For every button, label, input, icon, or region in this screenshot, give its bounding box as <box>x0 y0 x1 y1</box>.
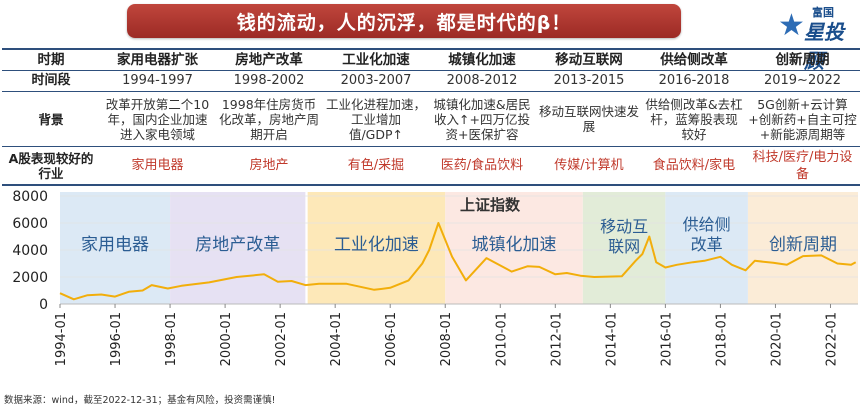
period-label: 联网 <box>608 237 640 256</box>
industry-cell: 家用电器 <box>100 146 215 186</box>
x-tick-label: 2018-01 <box>714 312 729 366</box>
x-tick-label: 2002-01 <box>274 312 289 366</box>
industry-cell: 科技/医疗/电力设备 <box>745 146 860 186</box>
x-tick-label: 2000-01 <box>219 312 234 366</box>
background-cell: 供给侧改革&去杠杆，蓝筹股表现较好 <box>643 91 745 147</box>
source-note: 数据来源：wind，截至2022-12-31；基金有风险，投资需谨慎! <box>4 395 276 406</box>
period-table: 时期 家用电器扩张 房地产改革 工业化加速 城镇化加速 移动互联网 供给侧改革 … <box>2 48 860 186</box>
period-band <box>445 192 583 304</box>
row-label-background: 背景 <box>2 91 100 147</box>
x-tick-label: 2014-01 <box>604 312 619 366</box>
shanghai-index-chart: 0 2000 4000 6000 8000 家用电器 房地产改革 工业化加速 城镇化加速 移动互联… <box>12 189 858 366</box>
x-tick-label: 2010-01 <box>494 312 509 366</box>
period-cell: 房地产改革 <box>215 48 323 71</box>
row-label-industry: A股表现较好的行业 <box>2 146 100 186</box>
y-tick-label: 2000 <box>12 270 48 286</box>
x-tick-label: 1996-01 <box>109 312 124 366</box>
y-tick-label: 8000 <box>12 189 48 205</box>
period-band <box>307 192 446 304</box>
x-tick-label: 2006-01 <box>384 312 399 366</box>
industry-cell: 房地产 <box>215 146 323 186</box>
x-tick-label: 2012-01 <box>549 312 564 366</box>
period-cell: 城镇化加速 <box>429 48 535 71</box>
period-label: 工业化加速 <box>334 235 419 255</box>
period-label: 改革 <box>691 235 723 254</box>
years-cell: 2013-2015 <box>535 70 643 92</box>
period-label: 城镇化加速 <box>472 235 557 255</box>
x-tick-label: 1998-01 <box>164 312 179 366</box>
period-band <box>665 192 748 304</box>
period-cell: 家用电器扩张 <box>100 48 215 71</box>
period-label: 家用电器 <box>81 235 149 255</box>
period-label: 供给侧 <box>683 215 731 234</box>
row-label-years: 时间段 <box>2 70 100 92</box>
years-cell: 2016-2018 <box>643 70 745 92</box>
years-cell: 2008-2012 <box>429 70 535 92</box>
period-label: 创新周期 <box>769 235 837 255</box>
industry-cell: 有色/采掘 <box>323 146 429 186</box>
period-band <box>747 192 858 304</box>
series-line <box>59 222 857 301</box>
x-tick-label: 1994-01 <box>54 312 69 366</box>
period-label: 移动互 <box>600 217 648 236</box>
chart-title: 上证指数 <box>460 196 521 214</box>
logo-text-top: 富国 <box>812 6 834 19</box>
period-cell: 创新周期 <box>745 48 860 71</box>
star-icon: ★ <box>778 8 805 43</box>
x-tick-label: 2008-01 <box>439 312 454 366</box>
row-industry: A股表现较好的行业 家用电器 房地产 有色/采掘 医药/食品饮料 传媒/计算机 … <box>2 146 860 186</box>
page-title: 钱的流动，人的沉浮，都是时代的β！ <box>127 4 681 38</box>
period-label: 房地产改革 <box>195 235 280 255</box>
row-years: 时间段 1994-1997 1998-2002 2003-2007 2008-2… <box>2 70 860 92</box>
background-cell: 1998年住房货币化改革，房地产周期开启 <box>215 91 323 147</box>
y-tick-label: 0 <box>39 297 48 313</box>
background-cell: 改革开放第二个10年，国内企业加速进入家电领域 <box>100 91 215 147</box>
background-cell: 5G创新+云计算+创新药+自主可控+新能源周期等 <box>745 91 860 147</box>
background-cell: 城镇化加速&居民收入↑+四万亿投资+医保扩容 <box>429 91 535 147</box>
industry-cell: 医药/食品饮料 <box>429 146 535 186</box>
background-cell: 移动互联网快速发展 <box>535 91 643 147</box>
industry-cell: 食品饮料/家电 <box>643 146 745 186</box>
x-tick-label: 2004-01 <box>329 312 344 366</box>
row-label-period: 时期 <box>2 48 100 71</box>
row-period: 时期 家用电器扩张 房地产改革 工业化加速 城镇化加速 移动互联网 供给侧改革 … <box>2 48 860 71</box>
x-tick-label: 2020-01 <box>769 312 784 366</box>
background-cell: 工业化进程加速，工业增加值/GDP↑ <box>323 91 429 147</box>
row-background: 背景 改革开放第二个10年，国内企业加速进入家电领域 1998年住房货币化改革，… <box>2 91 860 147</box>
years-cell: 2003-2007 <box>323 70 429 92</box>
industry-cell: 传媒/计算机 <box>535 146 643 186</box>
y-tick-label: 4000 <box>12 243 48 259</box>
years-cell: 2019~2022 <box>745 70 860 92</box>
period-cell: 移动互联网 <box>535 48 643 71</box>
x-tick-label: 2016-01 <box>659 312 674 366</box>
period-cell: 工业化加速 <box>323 48 429 71</box>
years-cell: 1994-1997 <box>100 70 215 92</box>
x-tick-label: 2022-01 <box>824 312 839 366</box>
years-cell: 1998-2002 <box>215 70 323 92</box>
period-cell: 供给侧改革 <box>643 48 745 71</box>
brand-logo: ★ 富国 星投顾 <box>776 2 862 73</box>
y-tick-label: 6000 <box>12 216 48 232</box>
